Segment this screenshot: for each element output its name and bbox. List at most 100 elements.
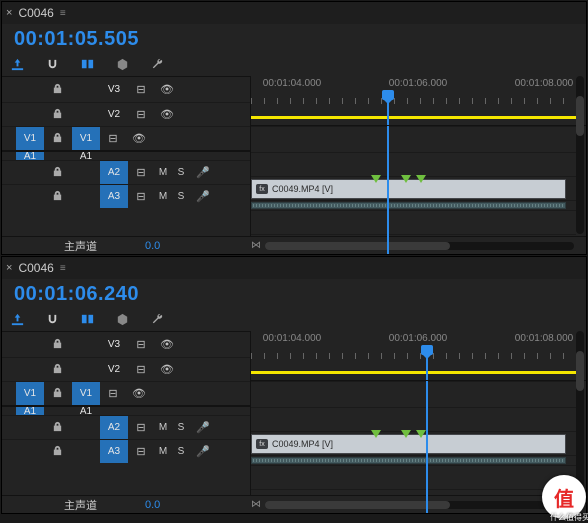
lock-icon[interactable] — [44, 443, 70, 461]
eye-icon[interactable]: 👁 — [154, 338, 180, 351]
toggle-output-icon[interactable]: ⊟ — [128, 166, 154, 179]
track-target-a2[interactable]: A2 — [100, 416, 128, 439]
insert-overwrite-icon[interactable] — [10, 312, 25, 327]
toggle-output-icon[interactable]: ⊟ — [128, 83, 154, 96]
track-source-v1[interactable]: V1 — [16, 127, 44, 150]
h-scrollbar[interactable] — [265, 242, 574, 250]
track-target-v3[interactable]: V3 — [100, 77, 128, 102]
lock-icon[interactable] — [44, 106, 70, 124]
lock-icon[interactable] — [44, 385, 70, 403]
settings-wrench-icon[interactable] — [150, 57, 165, 72]
bowtie-icon[interactable]: ⋈ — [251, 240, 261, 251]
playhead[interactable] — [387, 96, 389, 125]
close-icon[interactable]: × — [6, 262, 12, 274]
master-value[interactable]: 0.0 — [145, 240, 160, 252]
track-target-a3[interactable]: A3 — [100, 185, 128, 208]
track-target-v1[interactable]: V1 — [72, 382, 100, 405]
linked-selection-icon[interactable] — [80, 312, 95, 327]
track-target-a2[interactable]: A2 — [100, 161, 128, 184]
toggle-output-icon[interactable]: ⊟ — [128, 421, 154, 434]
lock-icon[interactable] — [44, 164, 70, 182]
ruler-label: 00:01:04.000 — [263, 78, 321, 89]
marker-icon[interactable] — [416, 430, 426, 438]
toggle-output-icon[interactable]: ⊟ — [128, 108, 154, 121]
toggle-output-icon[interactable]: ⊟ — [128, 363, 154, 376]
marker-icon[interactable] — [371, 175, 381, 183]
track-target-a1[interactable]: A1 — [72, 407, 100, 415]
bottom-strip: 主声道 0.0 ⋈ — [2, 236, 586, 254]
track-target-a3[interactable]: A3 — [100, 440, 128, 463]
solo-button[interactable]: S — [172, 191, 190, 202]
mic-icon[interactable]: 🎤 — [190, 190, 216, 203]
v-scrollbar[interactable] — [576, 76, 584, 234]
track-target-v2[interactable]: V2 — [100, 358, 128, 381]
toggle-output-icon[interactable]: ⊟ — [128, 445, 154, 458]
mic-icon[interactable]: 🎤 — [190, 421, 216, 434]
insert-overwrite-icon[interactable] — [10, 57, 25, 72]
eye-icon[interactable]: 👁 — [126, 387, 152, 400]
mic-icon[interactable]: 🎤 — [190, 166, 216, 179]
snap-icon[interactable] — [45, 312, 60, 327]
track-target-v3[interactable]: V3 — [100, 332, 128, 357]
lock-icon[interactable] — [44, 81, 70, 99]
marker-icon[interactable] — [401, 430, 411, 438]
close-icon[interactable]: × — [6, 7, 12, 19]
timeline-area[interactable]: 00:01:04.000 00:01:06.000 00:01:08.000 f… — [251, 76, 586, 254]
marker-icon[interactable] — [416, 175, 426, 183]
marker-icon[interactable] — [371, 430, 381, 438]
panel-menu-icon[interactable]: ≡ — [60, 8, 66, 19]
track-target-v2[interactable]: V2 — [100, 103, 128, 126]
settings-wrench-icon[interactable] — [150, 312, 165, 327]
timecode-display[interactable]: 00:01:06.240 — [14, 283, 139, 306]
mute-button[interactable]: M — [154, 191, 172, 202]
playhead[interactable] — [426, 351, 428, 380]
eye-icon[interactable]: 👁 — [154, 363, 180, 376]
toggle-output-icon[interactable]: ⊟ — [100, 387, 126, 400]
lock-icon[interactable] — [44, 336, 70, 354]
time-ruler[interactable]: 00:01:04.000 00:01:06.000 00:01:08.000 — [251, 76, 586, 126]
sequence-tab[interactable]: C0046 — [18, 6, 53, 20]
solo-button[interactable]: S — [172, 446, 190, 457]
ruler-label: 00:01:06.000 — [389, 333, 447, 344]
clip-label: C0049.MP4 [V] — [272, 439, 333, 449]
toggle-output-icon[interactable]: ⊟ — [128, 190, 154, 203]
audio-clip[interactable] — [251, 202, 566, 209]
playhead-line — [387, 126, 389, 254]
lock-icon[interactable] — [44, 361, 70, 379]
track-target-a1[interactable]: A1 — [72, 152, 100, 160]
eye-icon[interactable]: 👁 — [154, 108, 180, 121]
mute-button[interactable]: M — [154, 422, 172, 433]
master-value[interactable]: 0.0 — [145, 499, 160, 511]
tick-marks — [251, 353, 576, 359]
toggle-output-icon[interactable]: ⊟ — [128, 338, 154, 351]
marker-icon[interactable] — [115, 312, 130, 327]
mute-button[interactable]: M — [154, 167, 172, 178]
ruler-label: 00:01:04.000 — [263, 333, 321, 344]
lock-icon[interactable] — [44, 419, 70, 437]
time-ruler[interactable]: 00:01:04.000 00:01:06.000 00:01:08.000 — [251, 331, 586, 381]
marker-icon[interactable] — [401, 175, 411, 183]
audio-clip[interactable] — [251, 457, 566, 464]
toggle-output-icon[interactable]: ⊟ — [100, 132, 126, 145]
mute-button[interactable]: M — [154, 446, 172, 457]
track-source-a1[interactable]: A1 — [16, 407, 44, 415]
solo-button[interactable]: S — [172, 167, 190, 178]
lock-icon[interactable] — [44, 130, 70, 148]
solo-button[interactable]: S — [172, 422, 190, 433]
lock-icon[interactable] — [44, 188, 70, 206]
track-source-v1[interactable]: V1 — [16, 382, 44, 405]
eye-icon[interactable]: 👁 — [126, 132, 152, 145]
marker-icon[interactable] — [115, 57, 130, 72]
work-area-bar[interactable] — [251, 116, 576, 119]
bowtie-icon[interactable]: ⋈ — [251, 499, 261, 510]
track-target-v1[interactable]: V1 — [72, 127, 100, 150]
eye-icon[interactable]: 👁 — [154, 83, 180, 96]
panel-menu-icon[interactable]: ≡ — [60, 263, 66, 274]
mic-icon[interactable]: 🎤 — [190, 445, 216, 458]
track-source-a1[interactable]: A1 — [16, 152, 44, 160]
snap-icon[interactable] — [45, 57, 60, 72]
timecode-display[interactable]: 00:01:05.505 — [14, 28, 139, 51]
sequence-tab[interactable]: C0046 — [18, 261, 53, 275]
work-area-bar[interactable] — [251, 371, 576, 374]
linked-selection-icon[interactable] — [80, 57, 95, 72]
